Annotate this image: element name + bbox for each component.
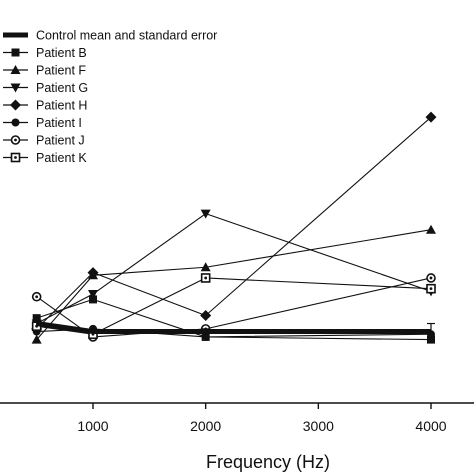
data-point bbox=[425, 111, 437, 123]
series-layer bbox=[31, 111, 437, 344]
series-line bbox=[36, 229, 432, 340]
legend-marker bbox=[10, 83, 21, 93]
legend-item: Patient B bbox=[3, 46, 87, 60]
series-line bbox=[36, 277, 432, 335]
legend-marker bbox=[10, 135, 21, 145]
legend-label: Patient H bbox=[36, 99, 87, 113]
data-point bbox=[426, 224, 436, 234]
legend-label: Patient G bbox=[36, 81, 88, 95]
data-point bbox=[87, 267, 99, 279]
legend-item: Patient J bbox=[3, 134, 85, 148]
series-control-mean-and-standard-error bbox=[32, 320, 435, 340]
legend-marker bbox=[11, 118, 20, 127]
legend-label: Patient K bbox=[36, 151, 87, 165]
legend-item: Control mean and standard error bbox=[3, 29, 217, 43]
series-line bbox=[36, 116, 432, 330]
series-line bbox=[36, 321, 431, 335]
data-point bbox=[31, 291, 42, 302]
plot-area: 1000 2000 3000 4000 bbox=[0, 111, 474, 434]
series-line bbox=[36, 213, 432, 325]
x-tick-label: 4000 bbox=[415, 418, 446, 434]
legend-marker bbox=[10, 65, 21, 74]
x-axis-ticks: 1000 2000 3000 4000 bbox=[77, 403, 447, 434]
legend-item: Patient G bbox=[3, 81, 88, 95]
legend-label: Patient I bbox=[36, 116, 82, 130]
legend-marker bbox=[10, 152, 21, 163]
data-point bbox=[201, 332, 210, 341]
data-point bbox=[200, 309, 212, 321]
data-point bbox=[31, 334, 42, 344]
x-tick-label: 3000 bbox=[303, 418, 334, 434]
legend-label: Patient F bbox=[36, 64, 86, 78]
data-point bbox=[89, 295, 97, 304]
x-axis-title: Frequency (Hz) bbox=[206, 452, 330, 472]
data-point bbox=[200, 262, 211, 272]
data-point bbox=[32, 314, 41, 323]
legend-item: Patient H bbox=[3, 99, 87, 113]
data-point bbox=[200, 209, 211, 219]
x-tick-label: 2000 bbox=[190, 418, 221, 434]
data-point bbox=[426, 273, 436, 283]
legend-marker bbox=[11, 48, 20, 57]
legend-item: Patient I bbox=[3, 116, 82, 130]
legend-item: Patient K bbox=[3, 151, 87, 165]
legend-label: Patient B bbox=[36, 46, 87, 60]
legend-label: Patient J bbox=[36, 134, 85, 148]
legend-item: Patient F bbox=[3, 64, 86, 78]
x-tick-label: 1000 bbox=[77, 418, 108, 434]
data-point bbox=[88, 290, 98, 300]
legend-marker bbox=[10, 99, 21, 111]
legend-label: Control mean and standard error bbox=[36, 29, 217, 43]
data-point bbox=[426, 283, 436, 294]
legend: Control mean and standard error Patient B… bbox=[3, 29, 217, 165]
data-point bbox=[200, 273, 211, 283]
